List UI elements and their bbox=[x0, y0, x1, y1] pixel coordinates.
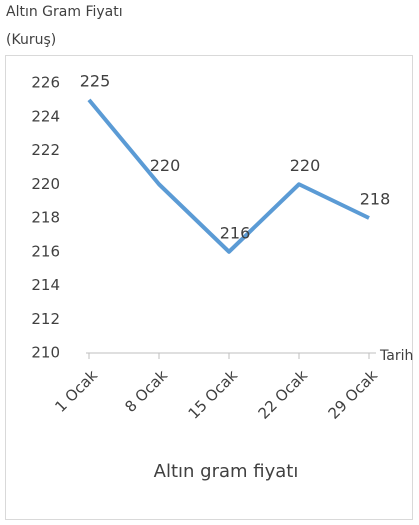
data-label: 220 bbox=[150, 156, 181, 175]
data-label: 220 bbox=[290, 156, 321, 175]
line-series bbox=[87, 98, 370, 254]
data-label: 218 bbox=[360, 190, 391, 209]
chart-frame bbox=[5, 55, 413, 520]
x-tick-label: 1 Ocak bbox=[51, 366, 101, 416]
x-tick-label: 15 Ocak bbox=[185, 366, 242, 423]
x-tick-label: 8 Ocak bbox=[121, 366, 171, 416]
y-tick-label: 224 bbox=[31, 107, 60, 125]
y-tick-label: 226 bbox=[31, 74, 60, 92]
data-label: 216 bbox=[220, 223, 251, 242]
y-tick-label: 212 bbox=[31, 310, 60, 328]
x-axis-title: Tarih bbox=[379, 348, 413, 364]
y-tick-label: 214 bbox=[31, 276, 60, 294]
data-label: 225 bbox=[80, 71, 111, 90]
x-tick-label: 22 Ocak bbox=[255, 366, 312, 423]
y-tick-label: 222 bbox=[31, 141, 60, 159]
y-tick-label: 216 bbox=[31, 242, 60, 260]
y-tick-label: 220 bbox=[31, 175, 60, 193]
y-axis-title: Altın Gram Fiyatı bbox=[6, 4, 123, 20]
y-tick-label: 218 bbox=[31, 209, 60, 227]
y-axis-unit: (Kuruş) bbox=[6, 32, 56, 48]
legend-label: Altın gram fiyatı bbox=[154, 461, 299, 482]
y-tick-label: 210 bbox=[31, 344, 60, 362]
x-tick-label: 29 Ocak bbox=[325, 366, 382, 423]
